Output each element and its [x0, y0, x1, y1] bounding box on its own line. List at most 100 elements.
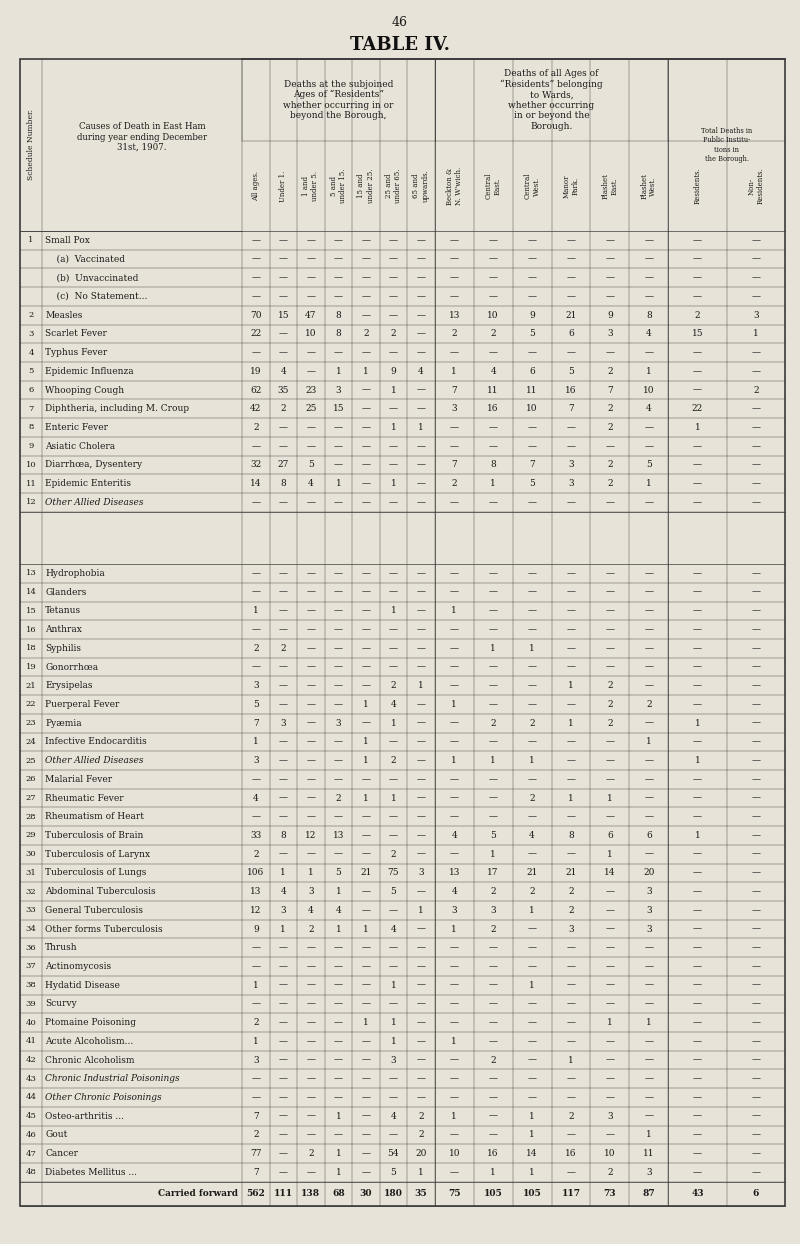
Text: TABLE IV.: TABLE IV. — [350, 36, 450, 53]
Text: 37: 37 — [26, 963, 36, 970]
Text: 13: 13 — [26, 570, 36, 577]
Text: —: — — [606, 442, 614, 450]
Text: 1: 1 — [390, 719, 396, 728]
Text: —: — — [417, 1055, 426, 1065]
Text: —: — — [389, 831, 398, 840]
Text: —: — — [606, 587, 614, 597]
Text: 2: 2 — [490, 1055, 496, 1065]
Text: —: — — [606, 644, 614, 653]
Text: —: — — [644, 423, 654, 432]
Text: Deaths at the subjoined
Ages of “Residents”
whether occurring in or
beyond the B: Deaths at the subjoined Ages of “Residen… — [283, 80, 394, 121]
Text: —: — — [751, 1036, 760, 1046]
Text: —: — — [606, 292, 614, 301]
Text: —: — — [334, 1055, 343, 1065]
Text: —: — — [389, 644, 398, 653]
Text: 20: 20 — [415, 1149, 426, 1158]
Text: —: — — [389, 906, 398, 914]
Text: —: — — [389, 587, 398, 597]
Text: —: — — [606, 255, 614, 264]
Text: 29: 29 — [26, 831, 36, 840]
Text: 1: 1 — [281, 924, 286, 933]
Text: 1: 1 — [335, 924, 342, 933]
Text: 6: 6 — [568, 330, 574, 338]
Text: —: — — [251, 943, 260, 952]
Text: —: — — [489, 292, 498, 301]
Text: —: — — [279, 498, 288, 506]
Text: —: — — [566, 587, 575, 597]
Text: —: — — [693, 498, 702, 506]
Text: —: — — [751, 442, 760, 450]
Text: —: — — [566, 442, 575, 450]
Text: 1: 1 — [335, 1112, 342, 1121]
Text: 1: 1 — [335, 887, 342, 896]
Text: —: — — [306, 812, 315, 821]
Text: —: — — [417, 1018, 426, 1028]
Text: 24: 24 — [26, 738, 36, 746]
Text: 2: 2 — [607, 700, 613, 709]
Text: 3: 3 — [253, 756, 258, 765]
Text: —: — — [279, 943, 288, 952]
Text: —: — — [527, 924, 537, 933]
Text: —: — — [751, 624, 760, 634]
Text: Abdominal Tuberculosis: Abdominal Tuberculosis — [45, 887, 156, 896]
Text: —: — — [606, 569, 614, 578]
Text: 6: 6 — [529, 367, 535, 376]
Text: —: — — [566, 1131, 575, 1140]
Text: —: — — [693, 812, 702, 821]
Text: Anthrax: Anthrax — [45, 624, 82, 634]
Text: 7: 7 — [253, 1168, 258, 1177]
Text: 2: 2 — [568, 1112, 574, 1121]
Text: 1: 1 — [607, 850, 613, 858]
Text: —: — — [527, 255, 537, 264]
Text: 1: 1 — [418, 906, 424, 914]
Text: —: — — [450, 999, 458, 1009]
Text: —: — — [644, 569, 654, 578]
Text: —: — — [334, 274, 343, 282]
Text: 2: 2 — [253, 644, 258, 653]
Text: —: — — [306, 980, 315, 990]
Text: 77: 77 — [250, 1149, 262, 1158]
Text: 75: 75 — [388, 868, 399, 877]
Text: —: — — [334, 423, 343, 432]
Text: 2: 2 — [451, 479, 457, 488]
Text: —: — — [751, 999, 760, 1009]
Text: 4: 4 — [253, 794, 258, 802]
Text: —: — — [644, 1075, 654, 1084]
Text: —: — — [334, 1131, 343, 1140]
Text: 2: 2 — [253, 423, 258, 432]
Text: 2: 2 — [568, 887, 574, 896]
Text: —: — — [417, 700, 426, 709]
Text: —: — — [644, 274, 654, 282]
Text: 10: 10 — [449, 1149, 460, 1158]
Text: 46: 46 — [392, 16, 408, 29]
Text: 33: 33 — [26, 907, 36, 914]
Text: —: — — [389, 812, 398, 821]
Text: Hydrophobia: Hydrophobia — [45, 569, 105, 578]
Text: 68: 68 — [332, 1189, 345, 1198]
Text: —: — — [362, 311, 370, 320]
Text: —: — — [606, 1131, 614, 1140]
Text: —: — — [606, 906, 614, 914]
Text: 45: 45 — [26, 1112, 37, 1120]
Text: —: — — [334, 587, 343, 597]
Text: —: — — [279, 1075, 288, 1084]
Text: —: — — [527, 700, 537, 709]
Text: —: — — [251, 999, 260, 1009]
Text: 1: 1 — [529, 1112, 535, 1121]
Text: —: — — [644, 292, 654, 301]
Text: 13: 13 — [449, 868, 460, 877]
Text: —: — — [751, 887, 760, 896]
Text: Erysipelas: Erysipelas — [45, 682, 93, 690]
Text: 4: 4 — [390, 1112, 396, 1121]
Text: —: — — [566, 999, 575, 1009]
Text: 18: 18 — [26, 644, 36, 652]
Text: 12: 12 — [305, 831, 317, 840]
Text: —: — — [527, 1018, 537, 1028]
Text: —: — — [306, 292, 315, 301]
Text: —: — — [450, 775, 458, 784]
Text: —: — — [527, 292, 537, 301]
Text: —: — — [693, 442, 702, 450]
Text: 30: 30 — [26, 850, 36, 858]
Text: 1: 1 — [418, 682, 424, 690]
Text: Osteo-arthritis ...: Osteo-arthritis ... — [45, 1112, 124, 1121]
